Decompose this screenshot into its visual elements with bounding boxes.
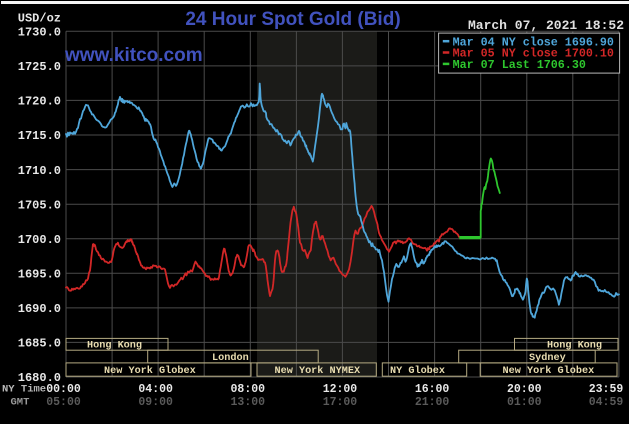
svg-text:17:00: 17:00 xyxy=(323,396,358,409)
svg-text:23:59: 23:59 xyxy=(589,383,624,396)
svg-text:05:00: 05:00 xyxy=(46,396,81,409)
svg-text:24 Hour Spot Gold (Bid): 24 Hour Spot Gold (Bid) xyxy=(185,9,400,30)
svg-text:Hong Kong: Hong Kong xyxy=(87,341,142,352)
svg-text:Mar 07 Last 1706.30: Mar 07 Last 1706.30 xyxy=(453,58,586,72)
svg-text:1690.0: 1690.0 xyxy=(18,302,61,316)
svg-text:20:00: 20:00 xyxy=(507,383,542,396)
svg-text:00:00: 00:00 xyxy=(46,383,81,396)
svg-text:1710.0: 1710.0 xyxy=(18,164,61,178)
svg-text:Sydney: Sydney xyxy=(529,352,566,364)
svg-text:New York NYMEX: New York NYMEX xyxy=(275,365,361,377)
svg-text:09:00: 09:00 xyxy=(138,396,173,409)
svg-text:08:00: 08:00 xyxy=(231,383,266,396)
svg-text:12:00: 12:00 xyxy=(323,383,358,396)
svg-text:13:00: 13:00 xyxy=(231,396,266,409)
svg-text:London: London xyxy=(212,352,249,364)
svg-text:Mar 05 NY close 1700.10: Mar 05 NY close 1700.10 xyxy=(453,47,614,61)
svg-text:GMT: GMT xyxy=(11,397,30,409)
svg-text:Mar 04 NY close 1696.90: Mar 04 NY close 1696.90 xyxy=(453,35,614,49)
svg-text:21:00: 21:00 xyxy=(415,396,450,409)
svg-text:1725.0: 1725.0 xyxy=(18,60,61,74)
svg-text:NY Time: NY Time xyxy=(2,384,46,396)
svg-text:04:59: 04:59 xyxy=(589,396,624,409)
svg-text:1700.0: 1700.0 xyxy=(18,233,61,247)
svg-text:1705.0: 1705.0 xyxy=(18,198,61,212)
svg-text:1730.0: 1730.0 xyxy=(18,26,61,40)
svg-text:1680.0: 1680.0 xyxy=(18,371,61,385)
svg-text:1720.0: 1720.0 xyxy=(18,95,61,109)
svg-text:March 07, 2021 18:52: March 07, 2021 18:52 xyxy=(468,18,624,33)
svg-text:www.kitco.com: www.kitco.com xyxy=(64,45,203,66)
svg-text:01:00: 01:00 xyxy=(507,396,542,409)
svg-text:16:00: 16:00 xyxy=(415,383,450,396)
svg-text:NY Globex: NY Globex xyxy=(390,365,445,377)
svg-text:04:00: 04:00 xyxy=(138,383,173,396)
svg-text:1695.0: 1695.0 xyxy=(18,267,61,281)
svg-text:USD/oz: USD/oz xyxy=(18,12,61,26)
svg-text:1685.0: 1685.0 xyxy=(18,337,61,351)
svg-text:New York Globex: New York Globex xyxy=(104,365,196,377)
svg-text:Hong Kong: Hong Kong xyxy=(547,341,602,352)
svg-text:New York Globex: New York Globex xyxy=(503,365,595,377)
svg-text:1715.0: 1715.0 xyxy=(18,129,61,143)
